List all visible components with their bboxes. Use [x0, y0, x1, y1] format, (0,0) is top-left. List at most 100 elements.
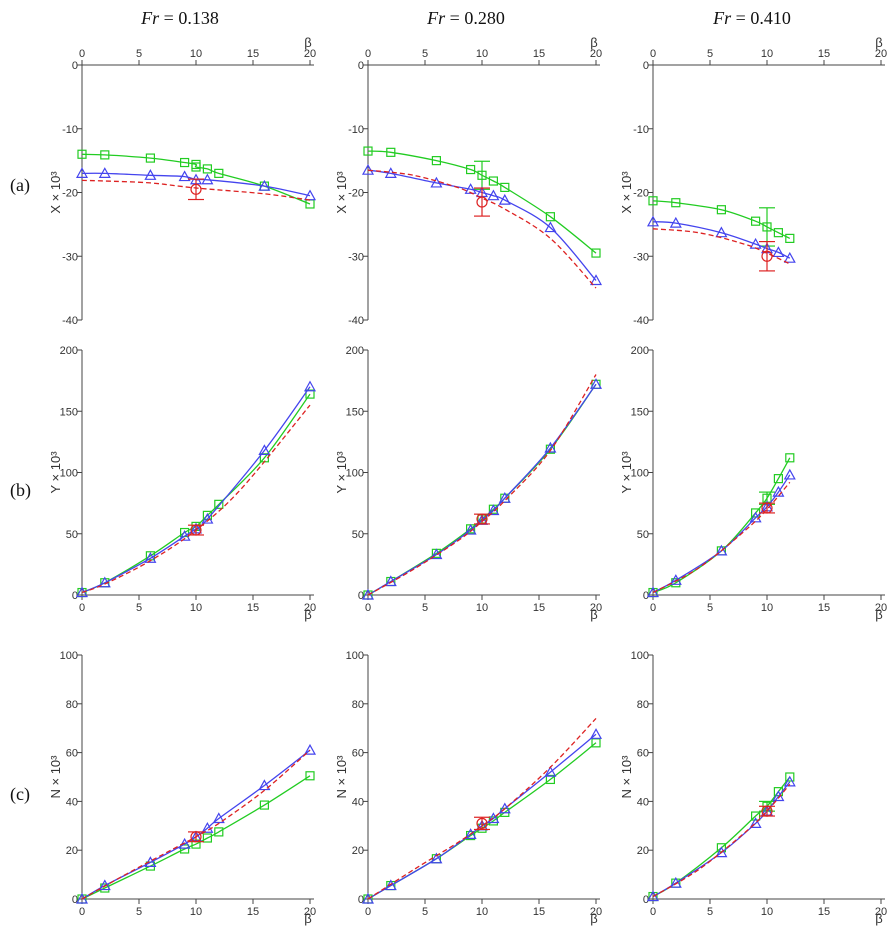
x-tick-label: 20: [590, 906, 602, 918]
triangle-marker: [589, 378, 603, 389]
triangle-marker: [646, 586, 660, 598]
x-tick-label: 20: [590, 48, 602, 60]
x-axis-label: β: [875, 35, 882, 50]
green-series-line: [652, 457, 791, 594]
y-axis-label: Y × 10³: [619, 451, 634, 494]
x-tick-label: 5: [136, 602, 142, 614]
circle-marker: [190, 524, 202, 536]
square-marker: [431, 156, 441, 166]
triangle-marker: [212, 812, 225, 824]
square-marker: [259, 800, 269, 810]
red-series-line: [367, 717, 597, 900]
y-tick-label: 100: [60, 650, 78, 662]
triangle-marker: [646, 890, 660, 902]
red-series-line: [81, 404, 311, 594]
y-tick-label: -20: [348, 188, 364, 200]
y-axis-label: N × 10³: [334, 755, 349, 799]
square-marker: [545, 212, 556, 222]
blue-series-line: [81, 749, 311, 900]
circle-marker: [761, 502, 773, 514]
y-tick-label: 50: [637, 529, 649, 541]
column-title-1: Fr = 0.138: [140, 8, 219, 28]
column-title-3: Fr = 0.410: [712, 8, 791, 28]
y-tick-label: -30: [633, 251, 649, 263]
green-series-line: [81, 393, 311, 594]
square-marker: [305, 389, 315, 399]
y-tick-label: 150: [60, 406, 78, 418]
triangle-marker: [258, 444, 271, 456]
y-tick-label: -30: [62, 251, 78, 263]
triangle-marker: [783, 251, 796, 263]
panel-a3: 0 -10 -20 -30 -40 0 5 10 15 20β X × 10³: [619, 35, 887, 327]
red-series-line: [652, 481, 791, 594]
triangle-marker: [772, 485, 785, 497]
triangle-marker: [303, 743, 317, 755]
x-tick-label: 20: [590, 602, 602, 614]
x-axis-label: β: [590, 911, 597, 926]
y-axis-label: N × 10³: [619, 755, 634, 799]
triangle-marker: [498, 802, 511, 814]
square-marker: [214, 168, 224, 178]
blue-series-line: [367, 733, 597, 900]
square-marker: [773, 474, 784, 484]
triangle-marker: [646, 215, 660, 227]
square-marker: [716, 205, 727, 215]
triangle-marker: [772, 246, 785, 258]
x-tick-label: 5: [707, 906, 713, 918]
square-marker: [305, 771, 315, 781]
x-tick-label: 10: [476, 48, 488, 60]
square-marker: [648, 196, 658, 206]
green-series-line: [81, 153, 311, 205]
x-tick-label: 0: [650, 602, 656, 614]
triangle-marker: [98, 167, 111, 178]
y-axis-label: Y × 10³: [334, 451, 349, 494]
y-tick-label: 100: [631, 468, 649, 480]
x-tick-label: 15: [533, 602, 545, 614]
x-tick-label: 10: [190, 906, 202, 918]
triangle-marker: [544, 441, 557, 453]
triangle-marker: [361, 163, 375, 175]
square-marker: [191, 162, 201, 172]
blue-series-line: [81, 386, 311, 594]
y-tick-label: 0: [643, 60, 649, 72]
x-tick-label: 20: [875, 602, 887, 614]
x-axis-label: β: [304, 911, 311, 926]
circle-marker: [190, 183, 202, 195]
triangle-marker: [303, 380, 317, 392]
y-tick-label: 0: [643, 590, 649, 602]
x-tick-label: 10: [190, 48, 202, 60]
triangle-marker: [715, 846, 728, 858]
x-tick-label: 20: [875, 906, 887, 918]
triangle-marker: [498, 193, 511, 205]
x-tick-label: 0: [365, 906, 371, 918]
y-axis-label: X × 10³: [619, 171, 634, 214]
x-axis-label: β: [304, 35, 311, 50]
triangle-marker: [487, 812, 500, 824]
y-tick-label: 20: [66, 845, 78, 857]
row-label-a: (a): [10, 175, 30, 196]
triangle-marker: [384, 879, 397, 891]
triangle-marker: [487, 189, 500, 201]
y-tick-label: 0: [643, 894, 649, 906]
square-marker: [591, 248, 601, 258]
triangle-marker: [258, 779, 271, 791]
triangle-marker: [783, 775, 796, 787]
y-tick-label: 40: [66, 796, 78, 808]
triangle-marker: [75, 167, 89, 178]
y-tick-label: -40: [348, 315, 364, 327]
y-tick-label: 150: [346, 406, 364, 418]
square-marker: [750, 216, 761, 226]
circle-marker: [761, 250, 773, 262]
y-tick-label: 100: [60, 468, 78, 480]
y-tick-label: 20: [352, 845, 364, 857]
x-tick-label: 15: [533, 48, 545, 60]
panel-a1: 0 -10 -20 -30 -40 0 5 10 15 20β X × 10³: [48, 35, 316, 327]
x-tick-label: 20: [304, 602, 316, 614]
red-series-line: [81, 749, 311, 900]
red-series-line: [367, 374, 597, 596]
green-series-line: [652, 200, 791, 239]
x-tick-label: 10: [476, 602, 488, 614]
triangle-marker: [715, 544, 728, 556]
